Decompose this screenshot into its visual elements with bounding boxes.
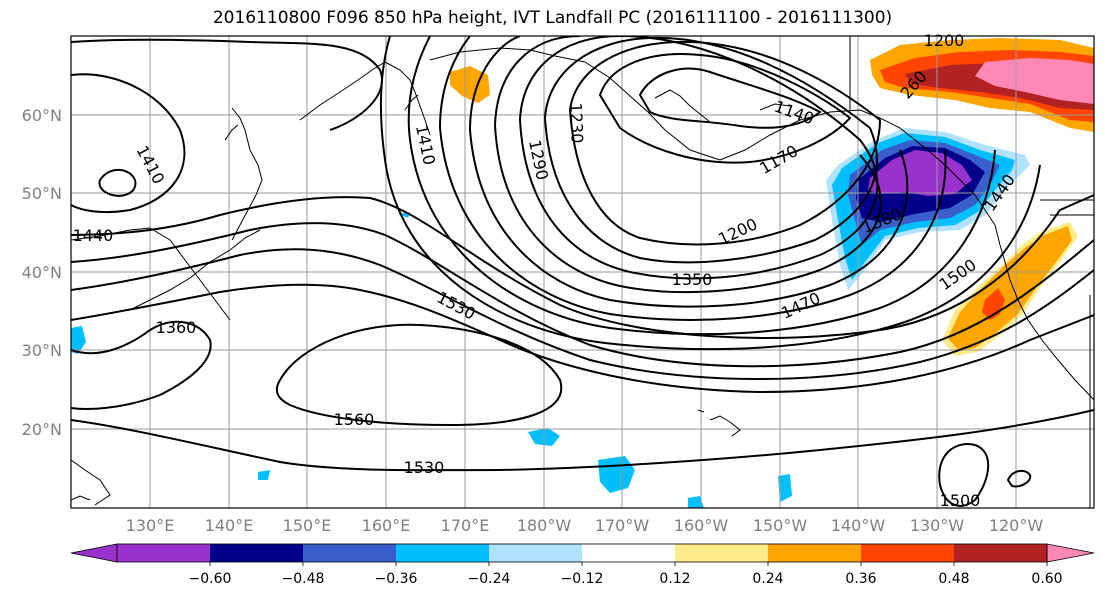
lon-label-160w: 160°W bbox=[674, 516, 729, 535]
contour-label-1560: 1560 bbox=[334, 410, 375, 429]
height-contours bbox=[71, 36, 1094, 507]
contour-label-1200: 1200 bbox=[715, 214, 760, 248]
contour-1320 bbox=[469, 36, 909, 308]
lat-label-40n: 40°N bbox=[22, 263, 62, 282]
lat-label-50n: 50°N bbox=[22, 184, 62, 203]
colorbar-segment bbox=[675, 544, 769, 562]
contour-1410 bbox=[379, 36, 1041, 351]
lon-label-180w: 180°W bbox=[517, 516, 572, 535]
colorbar-tick-label: 0.12 bbox=[659, 571, 690, 587]
lon-label-170e: 170°E bbox=[441, 516, 490, 535]
lat-label-60n: 60°N bbox=[22, 106, 62, 125]
latitude-labels: 60°N 50°N 40°N 30°N 20°N bbox=[22, 106, 62, 439]
colorbar-segment bbox=[396, 544, 490, 562]
colorbar-tick-label: −0.36 bbox=[375, 571, 418, 587]
negative-patch-4 bbox=[688, 496, 704, 508]
lat-label-20n: 20°N bbox=[22, 420, 62, 439]
map-border bbox=[70, 35, 1095, 509]
contour-label-1410-west: 1410 bbox=[132, 142, 168, 187]
colorbar-tick-label: 0.36 bbox=[845, 571, 876, 587]
positive-anomaly-west-coast bbox=[948, 226, 1072, 350]
colorbar-tick-label: −0.24 bbox=[468, 571, 511, 587]
negative-patch-5 bbox=[71, 326, 86, 354]
colorbar-segment bbox=[303, 544, 397, 562]
contour-1530 bbox=[71, 283, 1094, 394]
colorbar-tick-label: 0.60 bbox=[1031, 571, 1062, 587]
contour-low-aleutian-1170 bbox=[598, 53, 852, 164]
contour-label-1500-south: 1500 bbox=[940, 491, 981, 510]
lon-label-140e: 140°E bbox=[205, 516, 254, 535]
colorbar-tick-label: −0.12 bbox=[561, 571, 604, 587]
contour-label-1200-north: 1200 bbox=[924, 31, 965, 50]
colorbar-tick-label: 0.24 bbox=[752, 571, 783, 587]
colorbar: −0.60 −0.48 −0.36 −0.24 −0.12 0.12 0.24 0.36 0.4… bbox=[70, 543, 1095, 587]
contour-closed-southeast bbox=[938, 443, 990, 507]
lon-label-130e: 130°E bbox=[126, 516, 175, 535]
contour-label-1500: 1500 bbox=[936, 255, 980, 294]
colorbar-segment bbox=[861, 544, 955, 562]
contour-1380 bbox=[407, 36, 996, 336]
contour-label-1350: 1350 bbox=[672, 270, 713, 289]
negative-patch-2 bbox=[598, 456, 635, 493]
contour-1230 bbox=[543, 36, 878, 264]
lon-label-140w: 140°W bbox=[831, 516, 886, 535]
longitude-labels: 130°E 140°E 150°E 160°E 170°E 180°W 170°… bbox=[126, 516, 1044, 535]
colorbar-segment bbox=[210, 544, 304, 562]
contour-label-1530: 1530 bbox=[434, 288, 479, 324]
contour-label-1230: 1230 bbox=[566, 102, 586, 143]
colorbar-tick-label: −0.60 bbox=[189, 571, 232, 587]
map-title: 2016110800 F096 850 hPa height, IVT Land… bbox=[212, 8, 893, 28]
contour-1410-west bbox=[71, 73, 186, 214]
colorbar-tick-label: 0.48 bbox=[938, 571, 969, 587]
contour-1350 bbox=[439, 36, 947, 321]
colorbar-segment bbox=[489, 544, 583, 562]
contour-1440-west bbox=[71, 38, 383, 131]
contour-closed-west bbox=[98, 168, 137, 197]
contour-1470 bbox=[71, 222, 1094, 368]
contour-closed-southeast-small bbox=[1006, 469, 1032, 488]
colorbar-segment bbox=[768, 544, 862, 562]
lon-label-150e: 150°E bbox=[283, 516, 332, 535]
colorbar-extend-high bbox=[1046, 543, 1095, 563]
contour-1560 bbox=[275, 323, 563, 427]
lon-label-130w: 130°W bbox=[910, 516, 965, 535]
lon-label-120w: 120°W bbox=[989, 516, 1044, 535]
positive-anomaly-north-pink bbox=[975, 58, 1094, 104]
contour-label-1170: 1170 bbox=[756, 141, 801, 178]
lon-label-160e: 160°E bbox=[362, 516, 411, 535]
colorbar-segment bbox=[582, 544, 676, 562]
map-content bbox=[71, 36, 1094, 508]
colorbar-tick-label: −0.48 bbox=[282, 571, 325, 587]
contour-label-1410: 1410 bbox=[412, 123, 439, 167]
contour-1500 bbox=[71, 248, 1094, 380]
contour-1360-west bbox=[71, 320, 212, 410]
contour-1290 bbox=[494, 36, 882, 294]
lon-label-150w: 150°W bbox=[753, 516, 808, 535]
contour-1530-south bbox=[71, 409, 1094, 472]
contour-low-aleutian-1140 bbox=[638, 67, 822, 129]
contour-label-1360: 1360 bbox=[156, 318, 197, 337]
contour-1440 bbox=[71, 194, 1094, 339]
negative-patch-3 bbox=[778, 474, 792, 502]
negative-patch-6 bbox=[258, 470, 270, 480]
lon-label-170w: 170°W bbox=[595, 516, 650, 535]
contour-label-1530-south: 1530 bbox=[404, 458, 445, 477]
contour-label-1440-west: 1440 bbox=[73, 226, 114, 245]
lat-label-30n: 30°N bbox=[22, 341, 62, 360]
positive-anomaly-kamchatka bbox=[450, 66, 490, 103]
colorbar-segment bbox=[954, 544, 1048, 562]
colorbar-segment bbox=[117, 544, 211, 562]
colorbar-extend-low bbox=[70, 543, 118, 563]
contour-1260 bbox=[518, 36, 879, 280]
